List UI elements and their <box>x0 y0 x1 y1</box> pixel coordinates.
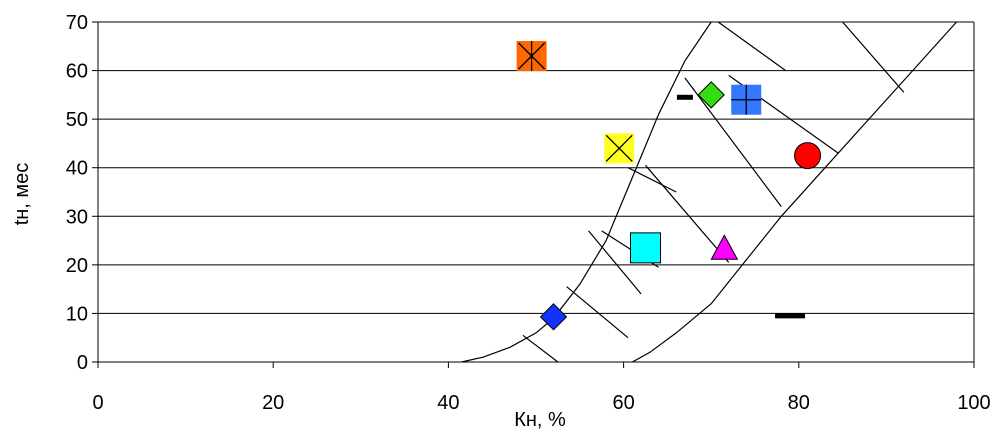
x-axis-title: Кн, % <box>514 409 566 431</box>
data-point-2-1 <box>697 81 725 109</box>
data-point-9-1 <box>539 303 568 331</box>
data-point-9-1-fill <box>539 303 568 331</box>
tick-label-y-50: 50 <box>66 109 88 131</box>
tick-label-x-80: 80 <box>788 392 810 414</box>
tick-label-y-70: 70 <box>66 12 88 34</box>
gridlines <box>98 21 974 363</box>
data-point-4-2 <box>775 313 806 319</box>
tick-label-y-30: 30 <box>66 206 88 228</box>
region-hatch-line-5 <box>627 167 677 193</box>
region-hatch-line-10 <box>842 21 905 93</box>
axes <box>92 21 975 368</box>
data-point-6-1 <box>794 142 822 170</box>
tick-label-y-20: 20 <box>66 255 88 277</box>
data-point-4-1 <box>676 94 693 100</box>
region-hatch-line-2 <box>566 286 629 339</box>
data-point-4-1-fill <box>676 94 693 100</box>
data-point-7-1 <box>630 232 661 264</box>
data-point-4-2-fill <box>775 313 806 319</box>
data-point-2-1-fill <box>697 81 725 109</box>
data-point-8-1 <box>710 234 739 260</box>
hatched-region <box>461 21 957 363</box>
tick-labels: 0 10 20 30 40 50 60 70 0 20 40 60 80 100 <box>66 12 991 414</box>
tick-label-x-60: 60 <box>612 392 634 414</box>
region-hatch-line-7 <box>717 21 787 72</box>
tick-label-x-0: 0 <box>92 392 103 414</box>
tick-label-x-20: 20 <box>262 392 284 414</box>
tick-label-y-0: 0 <box>77 352 88 374</box>
data-point-5-1-stroke-b <box>605 134 633 162</box>
region-hatch-line-1 <box>522 334 559 363</box>
region-left-boundary <box>461 21 712 363</box>
tick-label-y-10: 10 <box>66 303 88 325</box>
data-points <box>516 41 822 331</box>
y-axis-title: tн, мес <box>11 163 33 226</box>
data-point-3-1 <box>731 84 762 115</box>
data-point-6-1-fill <box>794 142 822 170</box>
data-point-5-1 <box>604 133 635 164</box>
region-hatch-line-6 <box>645 164 730 263</box>
tick-label-y-40: 40 <box>66 158 88 180</box>
tick-label-x-100: 100 <box>957 392 990 414</box>
data-point-1-1 <box>516 41 547 71</box>
region-right-boundary <box>632 21 957 363</box>
region-hatch-line-8 <box>684 77 782 207</box>
data-point-7-1-fill <box>630 232 661 264</box>
data-point-8-1-fill <box>710 234 739 260</box>
region-hatch-line-4 <box>588 230 642 295</box>
tick-label-x-40: 40 <box>437 392 459 414</box>
tick-label-y-60: 60 <box>66 61 88 83</box>
